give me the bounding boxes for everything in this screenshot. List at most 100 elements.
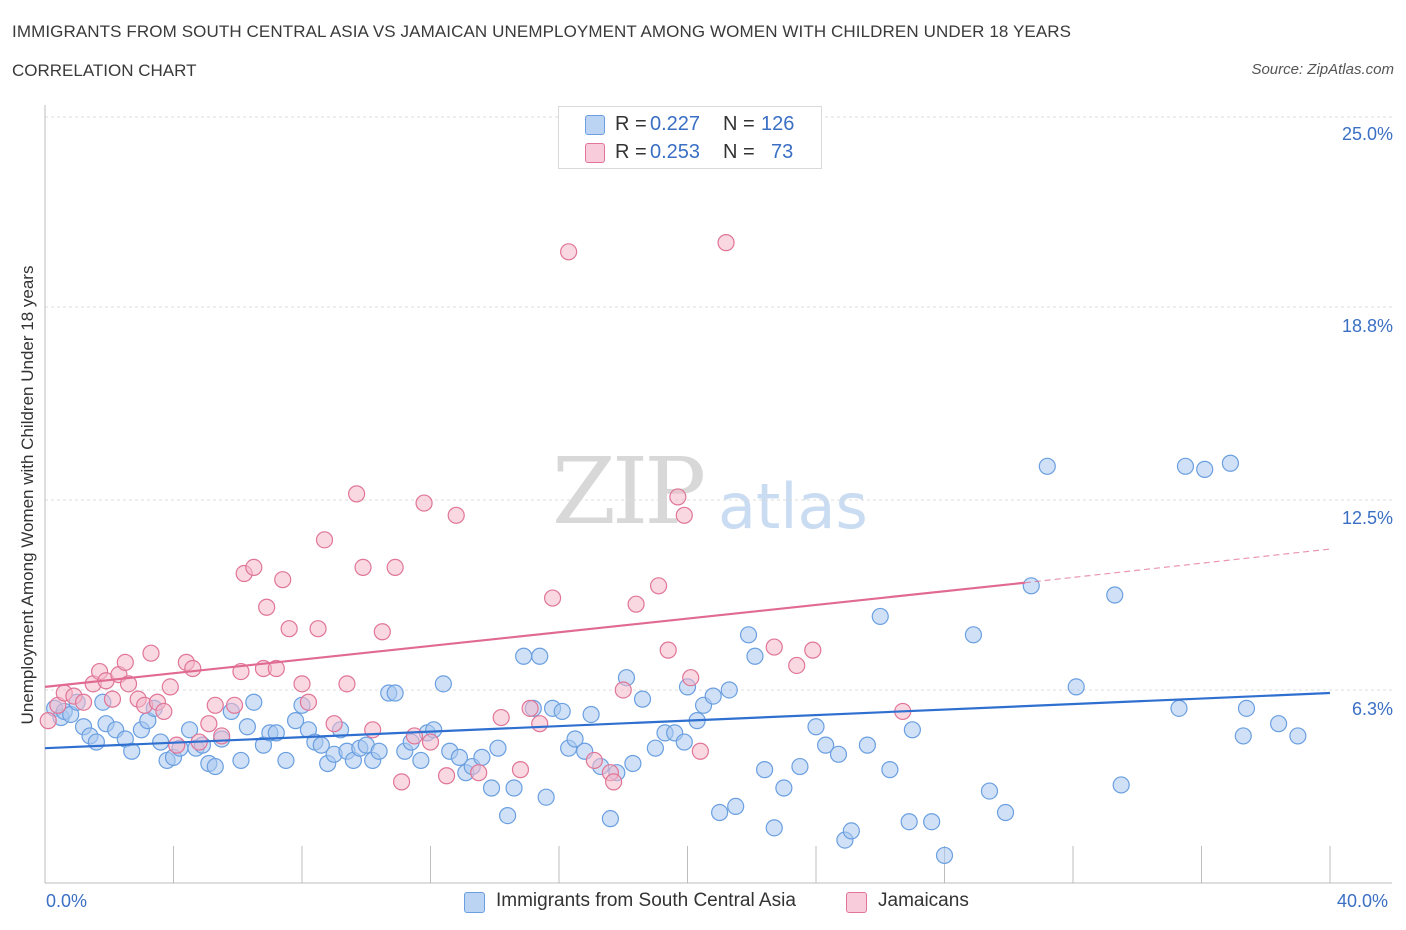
point-south-central-asia [1221, 454, 1240, 472]
legend-swatch-pink [585, 143, 605, 163]
legend-n-label: N = [723, 141, 755, 163]
point-jamaicans [245, 558, 263, 577]
point-jamaicans [788, 656, 806, 675]
point-south-central-asia [704, 687, 722, 705]
point-jamaicans [675, 506, 693, 524]
point-jamaicans [309, 620, 327, 638]
point-south-central-asia [1234, 727, 1252, 745]
y-tick-label-18-8: 18.8% [1341, 316, 1393, 336]
point-south-central-asia [232, 751, 250, 770]
y-tick-label-25: 25.0% [1341, 124, 1393, 144]
point-jamaicans [116, 653, 134, 671]
point-south-central-asia [1170, 699, 1188, 717]
bottom-legend-label: Jamaicans [878, 890, 969, 911]
point-jamaicans [348, 485, 366, 503]
point-jamaicans [614, 681, 632, 699]
point-south-central-asia [267, 724, 285, 742]
point-jamaicans [373, 623, 391, 641]
point-jamaicans [119, 675, 138, 693]
point-jamaicans [470, 764, 488, 782]
point-jamaicans [267, 659, 285, 678]
watermark-atlas: atlas [718, 470, 868, 543]
point-jamaicans [225, 696, 244, 714]
point-south-central-asia [238, 718, 256, 736]
point-jamaicans [531, 715, 549, 733]
point-south-central-asia [871, 607, 889, 626]
point-south-central-asia [858, 736, 877, 754]
source-label: Source: ZipAtlas.com [1251, 61, 1394, 78]
point-jamaicans [39, 712, 57, 730]
point-jamaicans [605, 773, 623, 791]
point-jamaicans [293, 675, 311, 693]
point-jamaicans [103, 690, 122, 708]
point-jamaicans [649, 577, 668, 595]
legend-n-value: 73 [771, 141, 794, 163]
point-south-central-asia [881, 761, 899, 779]
point-jamaicans [325, 715, 343, 733]
legend-n-label: N = [723, 113, 755, 135]
point-south-central-asia [601, 810, 620, 828]
point-south-central-asia [553, 702, 571, 721]
point-south-central-asia [900, 813, 918, 831]
point-jamaicans [74, 693, 93, 711]
point-jamaicans [437, 767, 456, 785]
point-south-central-asia [727, 797, 745, 816]
point-south-central-asia [482, 779, 501, 797]
point-jamaicans [521, 699, 539, 717]
point-south-central-asia [537, 788, 555, 806]
point-south-central-asia [755, 761, 774, 779]
legend-r-value: 0.227 [650, 113, 701, 135]
point-jamaicans [447, 506, 465, 524]
trendline-jamaicans [44, 581, 1025, 688]
point-jamaicans [627, 595, 645, 613]
point-jamaicans [392, 773, 411, 791]
point-south-central-asia [903, 721, 921, 739]
point-south-central-asia [964, 626, 983, 644]
point-south-central-asia [765, 819, 783, 837]
point-jamaicans [168, 736, 186, 754]
point-south-central-asia [980, 782, 999, 800]
legend-r-label: R = [615, 113, 647, 135]
point-south-central-asia [1112, 776, 1130, 794]
point-south-central-asia [180, 721, 199, 739]
point-jamaicans [691, 742, 709, 760]
point-jamaicans [543, 589, 562, 607]
point-south-central-asia [515, 647, 533, 665]
point-jamaicans [386, 558, 404, 577]
x-tick-label-max: 40.0% [1337, 891, 1389, 911]
point-south-central-asia [923, 813, 941, 831]
point-south-central-asia [123, 742, 141, 760]
point-south-central-asia [775, 779, 793, 797]
legend-r-label: R = [615, 141, 647, 163]
point-jamaicans [155, 702, 173, 721]
point-south-central-asia [531, 647, 549, 665]
point-jamaicans [338, 675, 356, 693]
point-south-central-asia [746, 647, 764, 665]
point-south-central-asia [566, 730, 584, 748]
point-south-central-asia [675, 733, 693, 751]
point-jamaicans [258, 598, 276, 616]
point-jamaicans [585, 751, 603, 770]
point-jamaicans [405, 727, 424, 745]
point-south-central-asia [646, 739, 664, 757]
y-tick-label-12-5: 12.5% [1341, 508, 1393, 528]
bottom-legend-swatch-blue [464, 892, 485, 913]
point-jamaicans [161, 678, 179, 696]
point-south-central-asia [499, 806, 517, 825]
legend-swatch-blue [585, 115, 605, 135]
point-jamaicans [421, 733, 440, 751]
point-south-central-asia [286, 712, 305, 730]
point-south-central-asia [412, 751, 430, 770]
point-jamaicans [669, 488, 687, 506]
bottom-legend-swatch-pink [846, 892, 867, 913]
point-south-central-asia [1269, 715, 1288, 733]
point-south-central-asia [829, 745, 848, 763]
point-south-central-asia [370, 742, 388, 760]
point-south-central-asia [505, 779, 523, 797]
point-south-central-asia [1196, 460, 1214, 478]
point-jamaicans [415, 494, 433, 512]
point-jamaicans [492, 708, 510, 727]
point-south-central-asia [807, 718, 825, 736]
point-jamaicans [274, 571, 292, 589]
